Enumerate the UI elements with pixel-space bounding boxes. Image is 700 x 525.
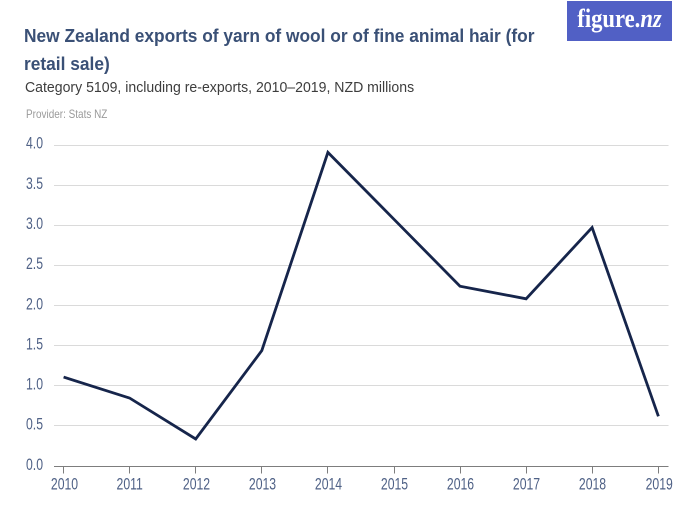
svg-text:2013: 2013 xyxy=(249,476,276,494)
svg-text:3.5: 3.5 xyxy=(26,175,43,193)
svg-text:2018: 2018 xyxy=(579,476,606,494)
svg-text:2017: 2017 xyxy=(513,476,540,494)
svg-text:0.0: 0.0 xyxy=(26,456,43,474)
svg-text:2010: 2010 xyxy=(51,476,78,494)
svg-text:2.5: 2.5 xyxy=(26,255,43,273)
svg-text:2012: 2012 xyxy=(183,476,210,494)
svg-text:2011: 2011 xyxy=(117,476,143,494)
svg-text:2019: 2019 xyxy=(646,476,673,494)
svg-text:1.0: 1.0 xyxy=(26,376,43,394)
svg-text:2014: 2014 xyxy=(315,476,342,494)
svg-text:4.0: 4.0 xyxy=(26,135,43,153)
svg-text:2.0: 2.0 xyxy=(26,296,43,314)
svg-text:0.5: 0.5 xyxy=(26,416,43,434)
svg-text:2015: 2015 xyxy=(381,476,408,494)
svg-text:3.0: 3.0 xyxy=(26,215,43,233)
svg-text:2016: 2016 xyxy=(447,476,474,494)
svg-text:1.5: 1.5 xyxy=(26,336,43,354)
